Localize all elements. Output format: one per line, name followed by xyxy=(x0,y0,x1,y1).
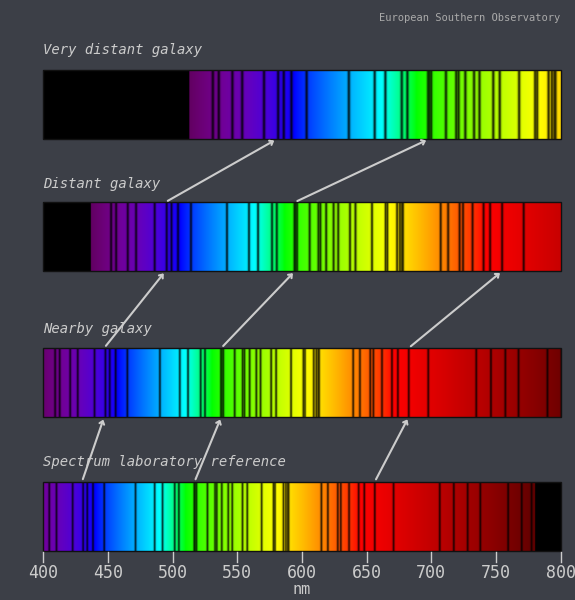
Bar xyxy=(43,348,561,417)
Text: 600: 600 xyxy=(287,564,317,582)
Bar xyxy=(43,70,561,139)
Text: 800: 800 xyxy=(546,564,575,582)
Bar xyxy=(43,482,561,551)
Text: Very distant galaxy: Very distant galaxy xyxy=(43,43,202,57)
Text: European Southern Observatory: European Southern Observatory xyxy=(380,13,561,23)
Text: 650: 650 xyxy=(351,564,382,582)
Text: nm: nm xyxy=(293,582,311,597)
Text: 450: 450 xyxy=(93,564,123,582)
Text: 700: 700 xyxy=(416,564,446,582)
Text: Spectrum laboratory reference: Spectrum laboratory reference xyxy=(43,455,286,469)
Text: 400: 400 xyxy=(28,564,58,582)
Text: Nearby galaxy: Nearby galaxy xyxy=(43,322,152,336)
Bar xyxy=(43,202,561,271)
Text: 750: 750 xyxy=(481,564,511,582)
Text: Distant galaxy: Distant galaxy xyxy=(43,177,160,191)
Text: 550: 550 xyxy=(222,564,252,582)
Text: 500: 500 xyxy=(158,564,187,582)
